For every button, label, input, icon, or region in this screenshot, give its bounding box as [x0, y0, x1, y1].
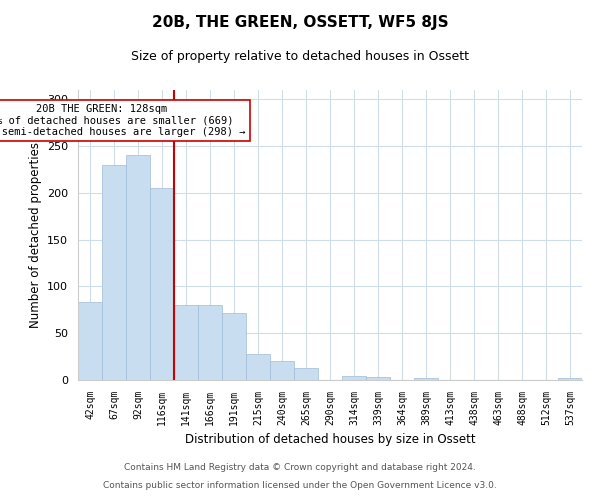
Y-axis label: Number of detached properties: Number of detached properties — [29, 142, 41, 328]
Bar — [342, 376, 366, 380]
Bar — [558, 378, 582, 380]
Bar — [366, 377, 390, 380]
Text: Contains public sector information licensed under the Open Government Licence v3: Contains public sector information licen… — [103, 481, 497, 490]
Bar — [246, 354, 270, 380]
Bar — [102, 165, 126, 380]
Bar — [174, 305, 198, 380]
Bar — [270, 362, 294, 380]
X-axis label: Distribution of detached houses by size in Ossett: Distribution of detached houses by size … — [185, 434, 475, 446]
Bar — [294, 368, 318, 380]
Bar — [198, 305, 222, 380]
Bar — [126, 156, 150, 380]
Bar — [150, 188, 174, 380]
Bar — [414, 378, 438, 380]
Bar — [78, 302, 102, 380]
Text: Contains HM Land Registry data © Crown copyright and database right 2024.: Contains HM Land Registry data © Crown c… — [124, 464, 476, 472]
Bar — [222, 312, 246, 380]
Text: Size of property relative to detached houses in Ossett: Size of property relative to detached ho… — [131, 50, 469, 63]
Text: 20B, THE GREEN, OSSETT, WF5 8JS: 20B, THE GREEN, OSSETT, WF5 8JS — [152, 15, 448, 30]
Text: 20B THE GREEN: 128sqm
← 69% of detached houses are smaller (669)
31% of semi-det: 20B THE GREEN: 128sqm ← 69% of detached … — [0, 104, 246, 137]
